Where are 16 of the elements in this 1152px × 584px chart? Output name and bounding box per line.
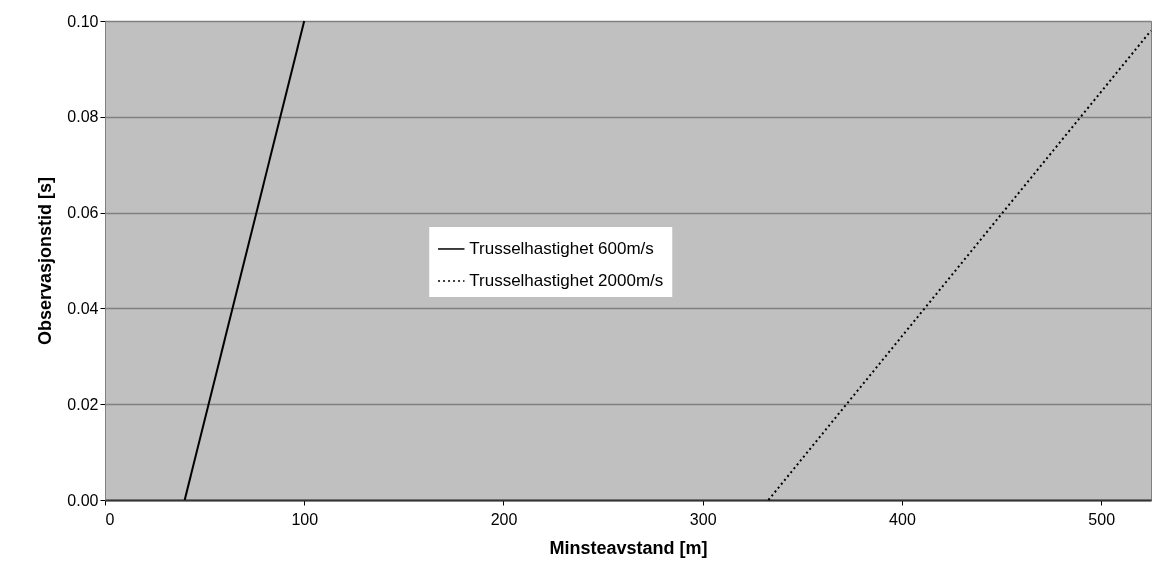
y-tick-label: 0.04	[67, 299, 99, 317]
y-axis-title: Observasjonstid [s]	[35, 176, 56, 346]
x-tick-label: 100	[291, 510, 319, 528]
legend-label: Trusselhastighet 600m/s	[469, 238, 654, 258]
y-tick-label: 0.06	[67, 204, 99, 222]
y-tick-label: 0.10	[67, 12, 99, 30]
y-tick-label: 0.02	[67, 395, 99, 413]
y-tick-label: 0.08	[67, 108, 99, 126]
x-axis-title: Minsteavstand [m]	[549, 537, 708, 558]
legend-label: Trusselhastighet 2000m/s	[469, 270, 664, 290]
x-tick-label: 500	[1088, 510, 1116, 528]
x-tick-label: 200	[490, 510, 518, 528]
x-tick-label: 400	[889, 510, 916, 528]
x-tick-label: 0	[105, 510, 115, 528]
x-tick-label: 300	[689, 510, 717, 528]
y-tick-label: 0.00	[67, 491, 99, 509]
